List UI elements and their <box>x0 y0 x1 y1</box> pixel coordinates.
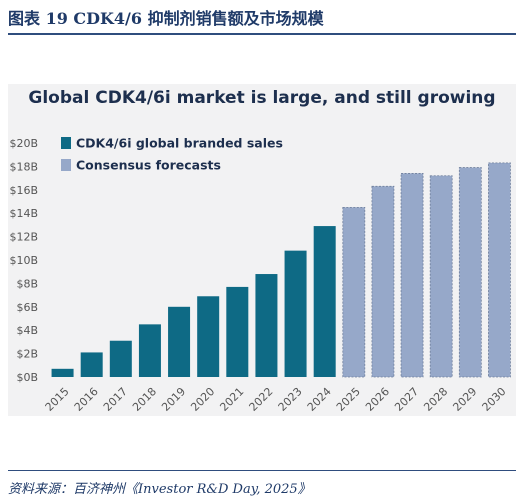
y-tick-label: $14B <box>9 207 38 220</box>
x-tick-label: 2028 <box>421 385 450 414</box>
x-tick-label: 2017 <box>101 385 130 414</box>
x-tick-label: 2026 <box>363 385 392 414</box>
legend-label-sales: CDK4/6i global branded sales <box>76 136 283 151</box>
source-rule <box>8 470 516 471</box>
sales-bar <box>197 296 220 377</box>
sales-bar <box>109 340 132 377</box>
x-tick-label: 2016 <box>72 385 101 414</box>
forecast-bar <box>488 162 511 378</box>
legend-swatch-sales <box>61 137 71 149</box>
legend-label-forecast: Consensus forecasts <box>76 158 221 173</box>
x-tick-label: 2019 <box>159 385 188 414</box>
chart-title: Global CDK4/6i market is large, and stil… <box>28 88 496 108</box>
sales-bar <box>138 324 161 377</box>
x-tick-label: 2023 <box>276 385 305 414</box>
legend-swatch-forecast <box>61 159 71 171</box>
sales-bar <box>168 306 191 377</box>
forecast-bar <box>371 185 395 378</box>
x-tick-label: 2015 <box>43 385 72 414</box>
x-tick-label: 2030 <box>480 385 509 414</box>
x-tick-label: 2024 <box>305 385 334 414</box>
sales-bar <box>226 286 249 377</box>
x-tick-label: 2029 <box>450 385 479 414</box>
caption-rule <box>8 33 516 35</box>
forecast-bar <box>458 167 482 378</box>
x-axis: 2015 2016 2017 2018 2019 2020 2021 2022 2023 2024… <box>43 385 509 414</box>
y-tick-label: $2B <box>16 348 38 361</box>
x-tick-label: 2025 <box>334 385 363 414</box>
y-tick-label: $20B <box>9 137 38 150</box>
y-axis: $0B $2B $4B $6B $8B $10B $12B $14B $16B $18B $20B <box>9 137 38 384</box>
x-tick-label: 2018 <box>130 385 159 414</box>
y-tick-label: $16B <box>9 184 38 197</box>
forecast-bar <box>400 173 424 378</box>
y-tick-label: $18B <box>9 160 38 173</box>
sales-bar <box>255 274 278 377</box>
y-tick-label: $12B <box>9 231 38 244</box>
figure-caption: 图表 19 CDK4/6 抑制剂销售额及市场规模 <box>8 9 324 28</box>
sales-bar <box>80 352 103 377</box>
sales-bar <box>284 250 307 377</box>
y-tick-label: $8B <box>16 277 38 290</box>
sales-bar <box>51 368 74 377</box>
forecast-bar <box>342 206 366 378</box>
y-tick-label: $6B <box>16 301 38 314</box>
bars <box>51 162 511 378</box>
x-tick-label: 2022 <box>247 385 276 414</box>
sales-bar <box>313 226 336 377</box>
x-tick-label: 2020 <box>188 385 217 414</box>
y-tick-label: $10B <box>9 254 38 267</box>
y-tick-label: $4B <box>16 324 38 337</box>
forecast-bar <box>429 175 453 378</box>
x-tick-label: 2027 <box>392 385 421 414</box>
y-tick-label: $0B <box>16 371 38 384</box>
source-note: 资料来源：百济神州《Investor R&D Day, 2025》 <box>8 482 311 497</box>
x-tick-label: 2021 <box>217 385 246 414</box>
legend: CDK4/6i global branded sales Consensus fo… <box>61 136 283 173</box>
